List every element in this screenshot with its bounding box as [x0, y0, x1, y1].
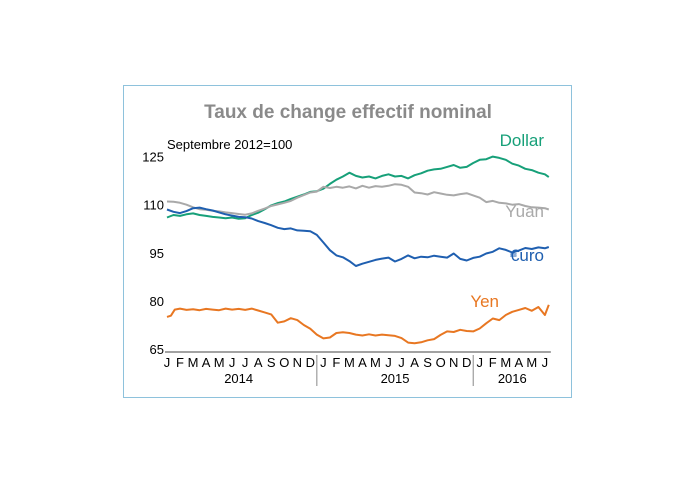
x-tick-label: D	[462, 355, 471, 370]
x-tick-label: M	[526, 355, 537, 370]
x-tick-label: M	[500, 355, 511, 370]
x-tick-label: S	[267, 355, 276, 370]
series-line-yen	[166, 304, 550, 345]
x-tick-label: A	[358, 355, 367, 370]
series-line-dollar	[166, 155, 550, 220]
x-tick-label: M	[214, 355, 225, 370]
x-tick-label: J	[385, 355, 392, 370]
series-labels: Dollar Yuan €uro Yen	[470, 131, 544, 311]
x-tick-label: O	[279, 355, 289, 370]
year-label: 2015	[381, 371, 410, 386]
x-tick-label: J	[242, 355, 249, 370]
x-tick-label: F	[332, 355, 340, 370]
x-tick-label: J	[542, 355, 549, 370]
x-tick-label: J	[398, 355, 405, 370]
x-tick-label: N	[293, 355, 302, 370]
x-tick-label: A	[514, 355, 523, 370]
x-tick-label: F	[489, 355, 497, 370]
chart-title: Taux de change effectif nominal	[204, 102, 492, 123]
x-tick-label: D	[306, 355, 315, 370]
x-tick-label: A	[410, 355, 419, 370]
x-tick-label: N	[449, 355, 458, 370]
y-axis-ticks: 65 80 95 110 125	[142, 150, 164, 357]
chart-frame: Taux de change effectif nominal Septembr…	[123, 85, 572, 398]
series-label-yuan: Yuan	[505, 202, 544, 221]
x-tick-label: J	[164, 355, 171, 370]
chart-subtitle: Septembre 2012=100	[167, 137, 292, 152]
series-line-yuan	[166, 183, 550, 216]
series-lines	[166, 155, 550, 345]
x-tick-label: J	[476, 355, 483, 370]
year-label: 2014	[224, 371, 253, 386]
x-tick-label: J	[320, 355, 327, 370]
x-tick-label: J	[229, 355, 236, 370]
chart-svg: Taux de change effectif nominal Septembr…	[142, 102, 551, 386]
x-tick-label: O	[436, 355, 446, 370]
x-tick-label: A	[254, 355, 263, 370]
y-tick-label: 95	[150, 246, 164, 261]
y-tick-label: 65	[150, 342, 164, 357]
y-tick-label: 110	[143, 198, 164, 213]
series-label-yen: Yen	[470, 292, 499, 311]
series-label-dollar: Dollar	[500, 131, 545, 150]
year-label: 2016	[498, 371, 527, 386]
series-label-euro: €uro	[510, 246, 544, 265]
x-tick-label: M	[370, 355, 381, 370]
x-tick-label: M	[344, 355, 355, 370]
y-tick-label: 125	[142, 150, 164, 165]
x-tick-label: S	[423, 355, 432, 370]
x-tick-label: M	[188, 355, 199, 370]
series-line-euro	[166, 206, 550, 267]
x-tick-label: A	[202, 355, 211, 370]
x-tick-label: F	[176, 355, 184, 370]
y-tick-label: 80	[150, 294, 164, 309]
